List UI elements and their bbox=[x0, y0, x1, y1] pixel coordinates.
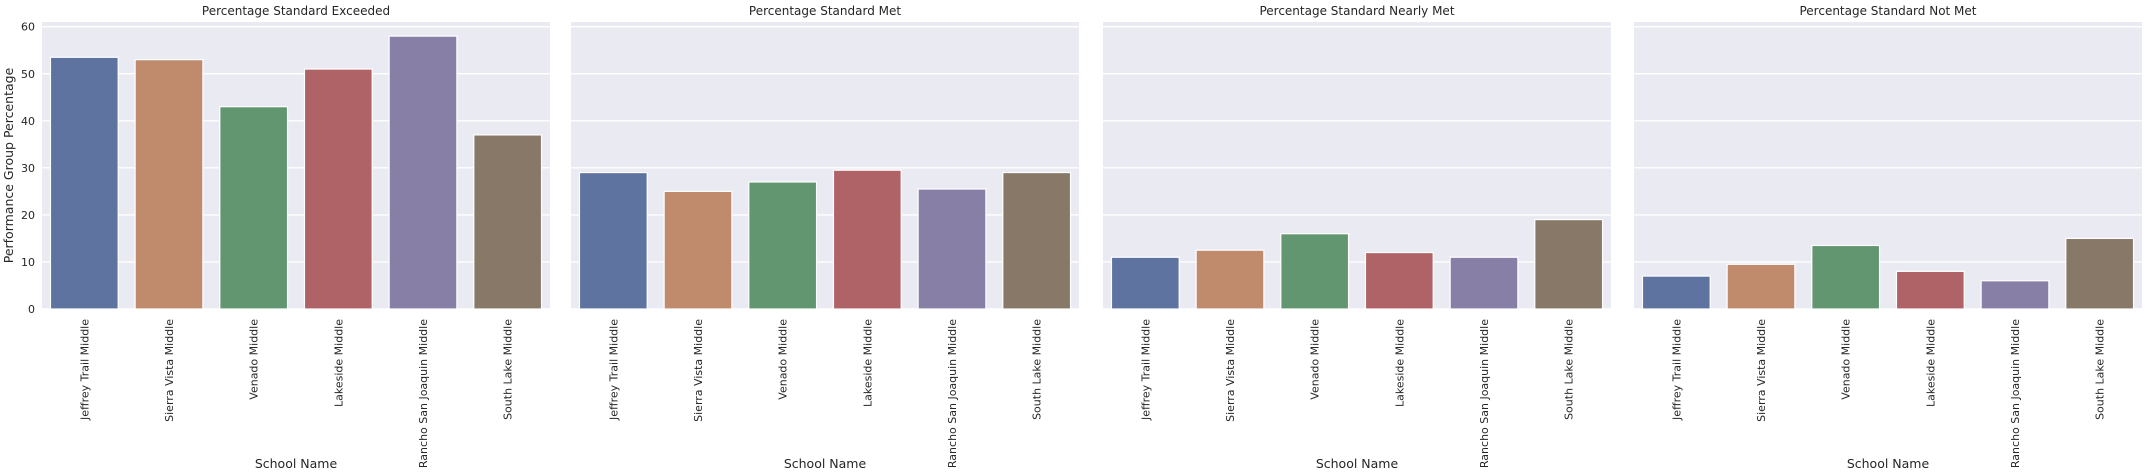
bar bbox=[1449, 256, 1519, 310]
x-tick-label: Jeffrey Trail Middle bbox=[78, 319, 91, 421]
bar bbox=[1641, 275, 1711, 310]
bar bbox=[1534, 219, 1604, 310]
x-tick-label: Rancho San Joaquin Middle bbox=[946, 319, 959, 468]
facet-title: Percentage Standard Met bbox=[749, 4, 901, 18]
bar bbox=[219, 106, 289, 310]
x-axis-label: School Name bbox=[1847, 456, 1930, 471]
bar bbox=[388, 35, 458, 310]
x-tick-label: South Lake Middle bbox=[1031, 319, 1044, 420]
y-tick-label: 30 bbox=[21, 162, 35, 175]
x-tick-label: Sierra Vista Middle bbox=[692, 319, 705, 422]
bar bbox=[473, 134, 543, 310]
bar bbox=[1002, 171, 1072, 310]
x-axis-label: School Name bbox=[255, 456, 338, 471]
x-tick-label: Lakeside Middle bbox=[332, 319, 345, 407]
bar bbox=[832, 169, 902, 310]
y-tick-label: 40 bbox=[21, 115, 35, 128]
x-tick-label: Sierra Vista Middle bbox=[1224, 319, 1237, 422]
bar bbox=[1811, 244, 1881, 310]
x-tick-label: Venado Middle bbox=[1840, 319, 1853, 400]
bar bbox=[1364, 251, 1434, 310]
y-tick-label: 50 bbox=[21, 68, 35, 81]
bar bbox=[1895, 270, 1965, 310]
y-tick-label: 20 bbox=[21, 209, 35, 222]
x-tick-label: Rancho San Joaquin Middle bbox=[2009, 319, 2022, 468]
x-tick-label: Venado Middle bbox=[1309, 319, 1322, 400]
plot-area bbox=[1634, 22, 2142, 309]
facet-panel: Percentage Standard Met Jeffrey Trail Mid… bbox=[571, 4, 1079, 471]
bar bbox=[578, 171, 648, 310]
y-axis-label: Performance Group Percentage bbox=[1, 67, 16, 263]
facet-title: Percentage Standard Not Met bbox=[1799, 4, 1976, 18]
x-tick-label: South Lake Middle bbox=[502, 319, 515, 420]
x-tick-label: Sierra Vista Middle bbox=[1755, 319, 1768, 422]
y-tick-label: 0 bbox=[28, 303, 35, 316]
facet-panels: Percentage Standard Exceeded Jeffrey Trai… bbox=[21, 4, 2142, 471]
bar bbox=[134, 59, 204, 310]
bar bbox=[2065, 237, 2135, 310]
facet-panel: Percentage Standard Exceeded Jeffrey Trai… bbox=[21, 4, 550, 471]
facet-title: Percentage Standard Nearly Met bbox=[1259, 4, 1454, 18]
plot-area bbox=[42, 22, 550, 309]
bar bbox=[917, 188, 987, 310]
x-tick-label: Jeffrey Trail Middle bbox=[1670, 319, 1683, 421]
x-tick-label: Lakeside Middle bbox=[1924, 319, 1937, 407]
bar bbox=[49, 56, 119, 310]
x-tick-label: Rancho San Joaquin Middle bbox=[1478, 319, 1491, 468]
y-tick-label: 60 bbox=[21, 21, 35, 34]
bar bbox=[1110, 256, 1180, 310]
x-axis-label: School Name bbox=[1316, 456, 1399, 471]
bar bbox=[1195, 249, 1265, 310]
bar bbox=[748, 181, 818, 310]
x-tick-label: Lakeside Middle bbox=[861, 319, 874, 407]
x-tick-label: Venado Middle bbox=[777, 319, 790, 400]
x-tick-label: Venado Middle bbox=[248, 319, 261, 400]
x-tick-label: Jeffrey Trail Middle bbox=[1139, 319, 1152, 421]
x-tick-label: Rancho San Joaquin Middle bbox=[417, 319, 430, 468]
bar bbox=[1980, 280, 2050, 310]
y-tick-label: 10 bbox=[21, 256, 35, 269]
bar bbox=[303, 68, 373, 310]
plot-area bbox=[571, 22, 1079, 309]
plot-area bbox=[1103, 22, 1611, 309]
x-tick-label: Lakeside Middle bbox=[1393, 319, 1406, 407]
x-tick-label: South Lake Middle bbox=[1563, 319, 1576, 420]
facet-panel: Percentage Standard Not Met Jeffrey Trail… bbox=[1634, 4, 2142, 471]
x-tick-label: South Lake Middle bbox=[2094, 319, 2107, 420]
facet-panel: Percentage Standard Nearly Met Jeffrey Tr… bbox=[1103, 4, 1611, 471]
bar bbox=[1280, 233, 1350, 310]
facet-title: Percentage Standard Exceeded bbox=[202, 4, 390, 18]
x-tick-label: Sierra Vista Middle bbox=[163, 319, 176, 422]
x-tick-label: Jeffrey Trail Middle bbox=[607, 319, 620, 421]
bar bbox=[1726, 263, 1796, 310]
bar bbox=[663, 190, 733, 310]
x-axis-label: School Name bbox=[784, 456, 867, 471]
